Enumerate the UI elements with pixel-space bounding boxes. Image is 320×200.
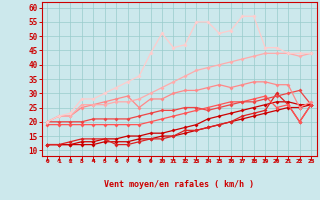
X-axis label: Vent moyen/en rafales ( km/h ): Vent moyen/en rafales ( km/h ) — [104, 180, 254, 189]
